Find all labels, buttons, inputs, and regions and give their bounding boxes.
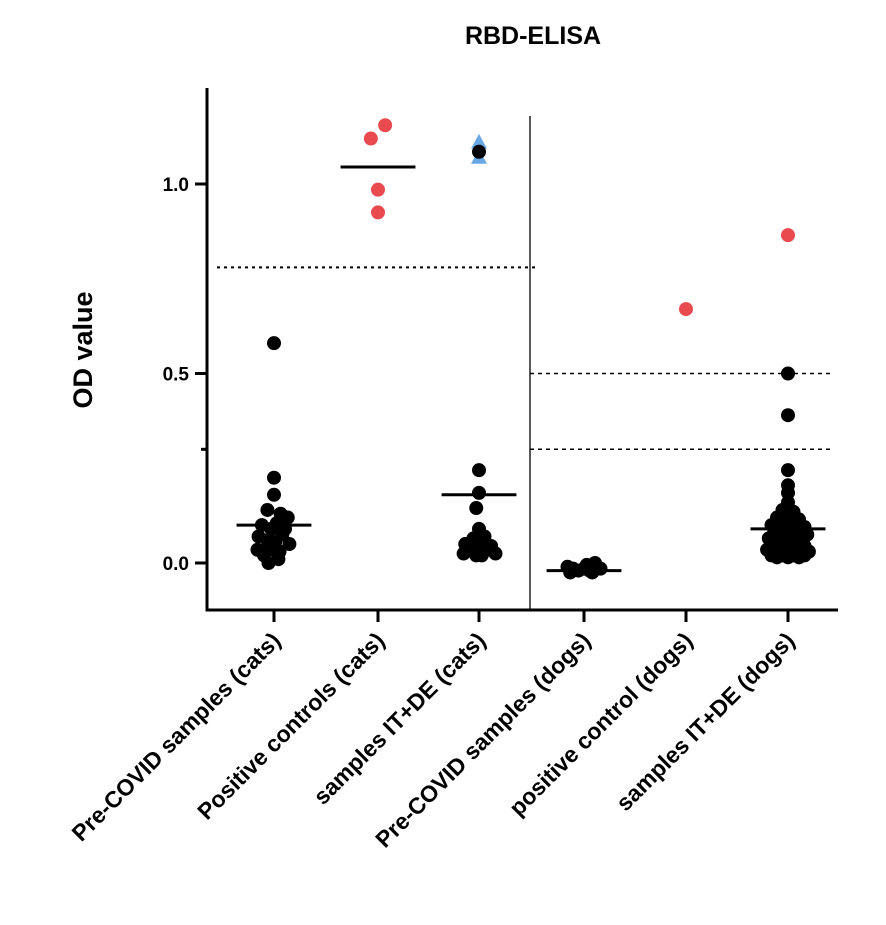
data-point-0-1 <box>267 470 281 485</box>
x-category-label-1: Positive controls (cats) <box>192 627 389 824</box>
data-point-5-2 <box>781 408 795 423</box>
y-tick-label-0: 0.0 <box>163 554 189 575</box>
data-point-0-0 <box>267 336 281 351</box>
data-point-2-0 <box>471 133 487 149</box>
y-tick-label-2: 1.0 <box>163 175 189 196</box>
data-point-2-2 <box>472 144 486 159</box>
x-category-label-5: samples IT+DE (dogs) <box>611 627 800 816</box>
data-point-5-37 <box>770 550 784 565</box>
y-tick-label-1: 0.5 <box>163 365 190 386</box>
data-point-5-39 <box>792 550 806 565</box>
data-point-1-1 <box>378 118 393 133</box>
data-point-0-3 <box>260 502 275 517</box>
data-point-5-3 <box>781 463 795 478</box>
data-point-5-38 <box>781 550 795 565</box>
plot-area: 0.0 0.5 1.0 Pre-COVID samples (cats)Positiv… <box>66 88 838 852</box>
data-point-0-20 <box>261 556 276 570</box>
x-category-label-3: Pre-COVID samples (dogs) <box>370 627 595 852</box>
data-point-5-0 <box>781 228 795 243</box>
data-point-2-17 <box>474 548 489 563</box>
data-point-2-4 <box>472 485 486 500</box>
x-category-label-4: positive control (dogs) <box>504 627 698 821</box>
chart-title: RBD-ELISA <box>465 22 601 50</box>
data-point-2-5 <box>469 501 484 516</box>
data-point-2-14 <box>456 546 471 561</box>
x-category-label-0: Pre-COVID samples (cats) <box>66 627 285 846</box>
data-point-1-3 <box>371 205 385 220</box>
x-category-label-2: samples IT+DE (cats) <box>308 627 490 809</box>
data-point-2-15 <box>488 546 503 561</box>
data-point-1-2 <box>371 182 385 197</box>
data-point-0-5 <box>280 510 295 525</box>
data-point-4-0 <box>679 302 693 317</box>
data-point-0-2 <box>267 487 281 502</box>
data-point-1-0 <box>363 131 378 146</box>
data-point-2-3 <box>472 463 486 478</box>
data-point-0-13 <box>282 537 297 552</box>
data-point-0-9 <box>264 521 279 536</box>
data-point-5-1 <box>781 366 795 381</box>
y-axis-label: OD value <box>68 291 98 408</box>
data-point-3-9 <box>579 557 594 572</box>
data-point-3-7 <box>563 565 578 580</box>
